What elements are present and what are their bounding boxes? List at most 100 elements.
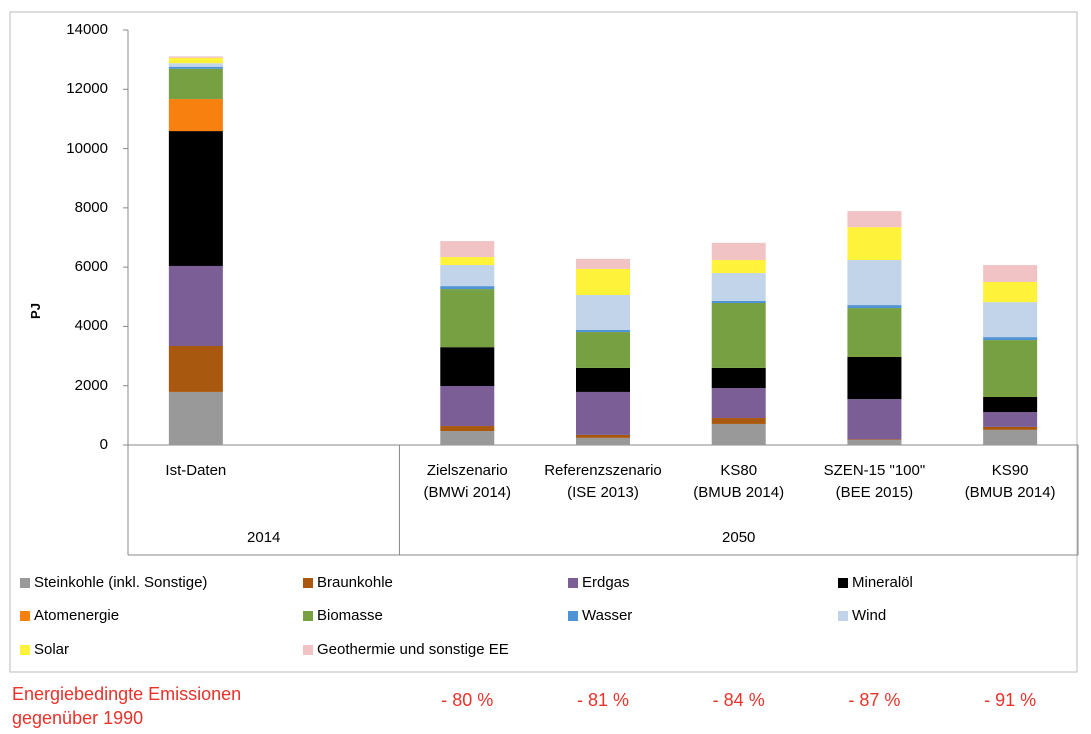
bar-segment	[711, 418, 766, 424]
y-tick-label: 2000	[74, 376, 108, 394]
legend-swatch	[20, 578, 30, 588]
x-tick-label: Zielszenario (BMWi 2014)	[423, 462, 512, 501]
bar-segment	[440, 289, 495, 348]
bar-segment	[440, 431, 495, 445]
legend-label: Atomenergie	[34, 607, 120, 624]
legend-label: Solar	[34, 641, 70, 658]
bar-segment	[983, 426, 1038, 430]
bar-segment	[168, 131, 223, 266]
legend-label: Biomasse	[317, 607, 383, 624]
y-tick-label: 8000	[74, 198, 108, 216]
legend-label: Geothermie und sonstige EE	[317, 641, 509, 658]
bar-segment	[847, 439, 902, 440]
bar-segment	[576, 434, 630, 438]
legend-swatch	[20, 611, 30, 621]
bar-segment	[983, 340, 1038, 397]
bar-segment	[711, 242, 766, 261]
legend-swatch	[568, 611, 578, 621]
bar-segment	[983, 281, 1038, 303]
bar-segment	[983, 302, 1038, 338]
bar-segment	[168, 56, 223, 58]
bar-segment	[168, 345, 223, 392]
bar-segment	[983, 265, 1038, 282]
bar-segment	[440, 241, 495, 258]
bar-segment	[168, 57, 223, 64]
emission-label: - 81 %	[576, 690, 629, 710]
y-tick-label: 4000	[74, 317, 108, 335]
legend-swatch	[303, 645, 313, 655]
legend-swatch	[20, 645, 30, 655]
x-tick-label: KS90 (BMUB 2014)	[964, 462, 1056, 501]
bar-segment	[711, 273, 766, 301]
legend-label: Mineralöl	[852, 574, 913, 591]
bar-segment	[847, 308, 902, 357]
bar-segment	[983, 337, 1038, 341]
bar-segment	[711, 367, 766, 389]
y-tick-label: 6000	[74, 258, 108, 276]
bar-segment	[983, 396, 1038, 413]
bar-segment	[168, 391, 223, 445]
legend-label: Erdgas	[582, 574, 630, 591]
bar-segment	[847, 399, 902, 440]
group-label: 2014	[247, 529, 281, 546]
bar-segment	[983, 412, 1038, 427]
y-tick-label: 10000	[66, 139, 108, 157]
bar-segment	[576, 329, 630, 333]
emission-label: - 80 %	[441, 690, 494, 710]
legend-label: Steinkohle (inkl. Sonstige)	[34, 574, 208, 591]
x-tick-label: SZEN-15 "100" (BEE 2015)	[823, 462, 926, 501]
legend-label: Wasser	[582, 607, 633, 624]
legend-swatch	[568, 578, 578, 588]
group-label: 2050	[722, 529, 756, 546]
legend-swatch	[838, 578, 848, 588]
bar-segment	[847, 305, 902, 309]
bar-segment	[576, 391, 630, 435]
legend-swatch	[303, 611, 313, 621]
bar-segment	[168, 265, 223, 346]
bar-segment	[440, 257, 495, 266]
bar-segment	[711, 423, 766, 445]
bar-segment	[576, 268, 630, 296]
bar-segment	[847, 356, 902, 400]
bar-segment	[847, 260, 902, 306]
bar-segment	[168, 99, 223, 132]
bar-segment	[576, 367, 630, 392]
x-tick-label: KS80 (BMUB 2014)	[693, 462, 785, 501]
bar-segment	[711, 260, 766, 274]
emission-label: - 91 %	[984, 690, 1037, 710]
emission-label: - 87 %	[848, 690, 901, 710]
legend-label: Braunkohle	[317, 574, 393, 591]
bar-segment	[440, 347, 495, 387]
bar-segment	[983, 429, 1038, 445]
bar-segment	[440, 386, 495, 427]
legend-swatch	[838, 611, 848, 621]
emission-title: Energiebedingte Emissionen gegenüber 199…	[12, 684, 242, 728]
y-tick-label: 12000	[66, 80, 108, 98]
bar-segment	[576, 332, 630, 368]
bar-segment	[440, 265, 495, 287]
legend-swatch	[303, 578, 313, 588]
legend-label: Wind	[852, 607, 887, 624]
bar-segment	[847, 227, 902, 261]
bar-segment	[847, 439, 902, 445]
y-tick-label: 14000	[66, 21, 108, 38]
bar-segment	[847, 211, 902, 228]
bar-segment	[576, 258, 630, 269]
bar-segment	[440, 286, 495, 290]
bar-segment	[711, 303, 766, 368]
x-tick-label: Referenzszenario (ISE 2013)	[544, 462, 662, 501]
frame	[9, 11, 1078, 673]
bar-segment	[576, 295, 630, 330]
bar-segment	[711, 388, 766, 419]
x-tick-label: Ist-Daten	[165, 462, 227, 479]
bar-segment	[711, 300, 766, 304]
bar-segment	[440, 426, 495, 432]
bar-segment	[168, 68, 223, 100]
emission-label: - 84 %	[712, 690, 765, 710]
bar-segment	[168, 66, 223, 69]
y-tick-label: 0	[99, 436, 108, 453]
bar-segment	[168, 63, 223, 67]
bar-segment	[576, 437, 630, 445]
